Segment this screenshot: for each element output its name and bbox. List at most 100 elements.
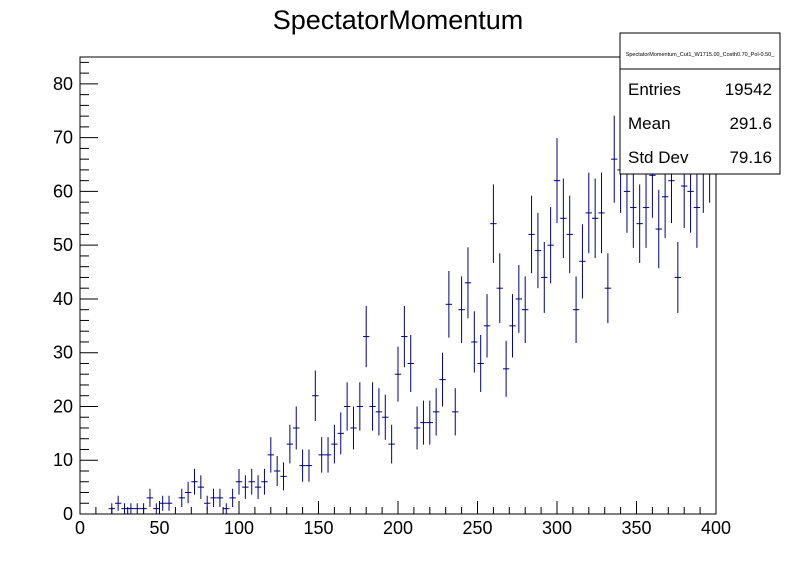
data-point: [452, 388, 459, 436]
y-tick-label: 30: [53, 343, 73, 363]
x-tick-label: 350: [621, 518, 651, 538]
data-point: [445, 270, 453, 338]
stats-entries-label: Entries: [628, 80, 681, 99]
data-point: [363, 305, 370, 368]
x-tick-label: 0: [75, 518, 85, 538]
x-tick-label: 200: [383, 518, 413, 538]
data-point: [439, 352, 446, 407]
data-point: [464, 247, 472, 319]
stats-stddev-value: 79.16: [729, 148, 772, 167]
data-point: [413, 406, 421, 450]
data-point: [191, 468, 198, 495]
stats-box-title: SpectatorMomentum_Cut1_W1715.00_Costh0.7…: [626, 52, 776, 58]
data-point: [293, 406, 300, 450]
data-point: [547, 207, 554, 284]
data-point: [223, 503, 230, 514]
x-tick-label: 300: [542, 518, 572, 538]
stats-box: SpectatorMomentum_Cut1_W1715.00_Costh0.7…: [619, 32, 781, 175]
data-point: [579, 224, 586, 299]
data-point: [343, 382, 351, 431]
data-point: [153, 503, 160, 514]
data-point: [471, 311, 478, 373]
data-point: [655, 189, 662, 269]
stats-mean-value: 291.6: [729, 114, 772, 133]
data-point: [242, 475, 249, 499]
data-point: [490, 184, 497, 263]
data-point: [337, 412, 344, 455]
y-tick-label: 80: [53, 74, 73, 94]
data-point: [407, 334, 414, 392]
data-point: [388, 424, 395, 464]
data-point: [248, 468, 255, 495]
data-point: [305, 449, 313, 482]
data-point: [140, 503, 147, 514]
y-tick-label: 10: [53, 450, 73, 470]
data-point: [515, 265, 523, 333]
y-tick-label: 70: [53, 128, 73, 148]
data-point: [134, 503, 141, 514]
data-point: [280, 462, 287, 491]
data-point: [127, 503, 135, 514]
x-tick-label: 400: [701, 518, 731, 538]
data-point: [114, 495, 122, 511]
data-point: [165, 495, 173, 511]
data-point: [522, 276, 529, 344]
data-point: [324, 437, 332, 473]
data-point: [254, 475, 262, 499]
data-point: [108, 503, 115, 514]
y-tick-label: 20: [53, 396, 73, 416]
data-point: [674, 241, 682, 313]
y-tick-label: 40: [53, 289, 73, 309]
data-point: [611, 115, 618, 203]
data-point: [560, 178, 567, 259]
data-point: [369, 382, 376, 431]
data-point: [178, 488, 185, 508]
data-point: [159, 495, 166, 511]
data-point: [146, 488, 154, 508]
stats-box-frame: [619, 32, 781, 175]
x-tick-label: 250: [462, 518, 492, 538]
x-tick-label: 50: [149, 518, 169, 538]
data-point: [312, 370, 319, 421]
stats-entries-value: 19542: [725, 80, 772, 99]
data-point: [541, 241, 548, 313]
chart-title: SpectatorMomentum: [273, 5, 524, 35]
data-point: [604, 253, 612, 324]
data-point: [235, 468, 243, 495]
data-point: [420, 400, 427, 445]
y-tick-label: 0: [63, 504, 73, 524]
data-point: [566, 195, 573, 274]
data-point: [426, 400, 433, 445]
data-point: [267, 437, 274, 473]
data-point: [528, 195, 535, 274]
data-point: [553, 138, 561, 224]
data-point: [477, 334, 484, 392]
data-point: [591, 178, 599, 259]
data-point: [318, 437, 325, 473]
x-tick-label: 150: [303, 518, 333, 538]
data-point: [286, 424, 294, 464]
data-point: [509, 294, 516, 358]
data-point: [184, 481, 192, 504]
data-point: [299, 449, 306, 482]
data-point: [534, 212, 542, 289]
x-tick-label: 100: [224, 518, 254, 538]
data-point: [642, 167, 650, 248]
y-axis: 0 10 20 30 40 50 60 70 80: [53, 61, 98, 524]
stats-stddev-label: Std Dev: [628, 148, 689, 167]
data-point: [598, 172, 605, 254]
data-point: [483, 294, 491, 358]
data-point: [204, 495, 211, 511]
data-point: [375, 388, 383, 436]
data-point: [458, 276, 465, 344]
data-point: [585, 172, 592, 254]
data-point: [261, 468, 268, 495]
y-tick-label: 60: [53, 181, 73, 201]
data-point: [382, 394, 389, 440]
data-point: [401, 305, 408, 368]
data-point: [572, 276, 580, 344]
stats-mean-label: Mean: [628, 114, 671, 133]
data-point: [121, 503, 128, 514]
data-point: [197, 475, 205, 499]
